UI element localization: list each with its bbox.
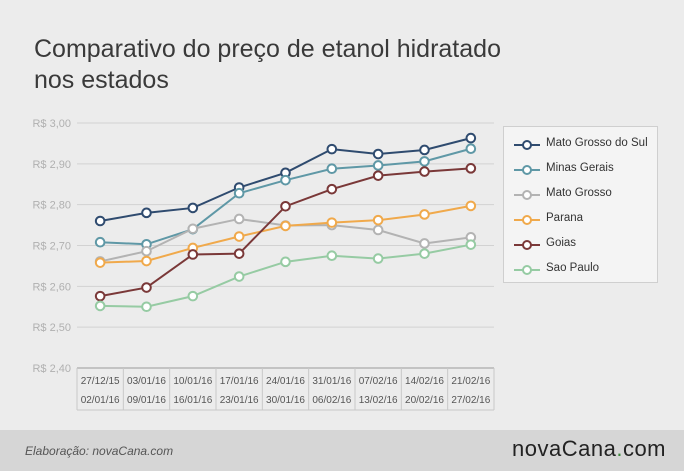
data-point	[280, 256, 291, 268]
legend-marker-icon	[514, 190, 540, 200]
data-point	[326, 250, 338, 262]
legend: Mato Grosso do Sul Minas Gerais Mato Gross…	[503, 126, 658, 283]
x-tick-label-start: 31/01/16	[312, 376, 351, 387]
footer-bar	[0, 430, 684, 471]
data-point	[419, 144, 430, 156]
data-point	[419, 156, 430, 167]
y-tick-label: R$ 2,70	[32, 241, 71, 253]
data-point	[465, 239, 477, 250]
y-tick-label: R$ 3,00	[32, 118, 71, 130]
y-tick-label: R$ 2,60	[32, 281, 71, 293]
data-point	[94, 300, 106, 312]
data-point	[326, 183, 338, 195]
legend-marker-icon	[514, 140, 540, 150]
legend-label: Minas Gerais	[546, 162, 614, 174]
data-point	[372, 253, 384, 264]
data-point	[94, 215, 106, 227]
legend-marker-icon	[514, 215, 540, 225]
data-point	[233, 187, 245, 199]
x-tick-label-end: 09/01/16	[127, 395, 166, 406]
y-tick-label: R$ 2,90	[32, 159, 71, 171]
data-point	[233, 248, 245, 259]
y-tick-label: R$ 2,80	[32, 200, 71, 212]
x-tick-label-end: 27/02/16	[451, 395, 490, 406]
data-point	[372, 160, 384, 171]
data-point	[141, 255, 152, 267]
credit-text: Elaboração: novaCana.com	[25, 444, 174, 458]
data-point	[326, 217, 338, 228]
x-tick-label-end: 02/01/16	[81, 395, 120, 406]
data-point	[141, 282, 152, 293]
data-point	[280, 174, 291, 186]
legend-marker-icon	[514, 165, 540, 175]
y-tick-label: R$ 2,40	[32, 363, 71, 375]
brand-dot: .	[616, 436, 623, 461]
chart-area: R$ 2,40 R$ 2,50 R$ 2,60 R$ 2,70 R$ 2,80 R$ 2,…	[32, 118, 495, 411]
brand-logo: novaCana.com	[512, 436, 666, 462]
data-point	[326, 143, 338, 155]
legend-label: Goias	[546, 237, 577, 249]
x-tick-label-start: 24/01/16	[266, 376, 305, 387]
data-point	[465, 132, 477, 144]
data-point	[326, 163, 338, 175]
data-point	[187, 249, 199, 260]
data-point	[141, 245, 152, 257]
legend-label: Mato Grosso	[546, 187, 612, 199]
data-point	[419, 166, 430, 177]
x-tick-label-end: 16/01/16	[173, 395, 212, 406]
data-point	[419, 238, 430, 249]
brand-tld: com	[622, 436, 666, 461]
legend-label: Parana	[546, 212, 584, 224]
y-tick-label: R$ 2,50	[32, 322, 71, 334]
data-point	[280, 201, 291, 212]
brand-name: novaCana	[512, 436, 617, 461]
x-tick-label-start: 21/02/16	[451, 376, 490, 387]
data-point	[187, 202, 199, 214]
x-tick-label-start: 27/12/15	[81, 376, 120, 387]
legend-marker-icon	[514, 265, 540, 275]
data-point	[187, 223, 199, 235]
x-tick-label-start: 17/01/16	[220, 376, 259, 387]
x-tick-label-end: 30/01/16	[266, 395, 305, 406]
data-point	[141, 301, 152, 313]
data-point	[465, 163, 477, 174]
data-point	[372, 224, 384, 236]
x-tick-label-start: 14/02/16	[405, 376, 444, 387]
data-point	[419, 209, 430, 220]
data-point	[187, 290, 199, 302]
title-line-2: nos estados	[34, 66, 169, 94]
x-tick-label-start: 10/01/16	[173, 376, 212, 387]
title-line-1: Comparativo do preço de etanol hidratado	[34, 35, 501, 63]
data-point	[94, 257, 106, 268]
x-tick-label-end: 23/01/16	[220, 395, 259, 406]
data-point	[419, 248, 430, 259]
data-point	[465, 143, 477, 155]
data-point	[233, 213, 245, 225]
legend-label: Sao Paulo	[546, 262, 600, 274]
data-point	[372, 214, 384, 226]
data-point	[94, 236, 106, 248]
data-point	[372, 170, 384, 181]
data-point	[141, 207, 152, 219]
chart-title: Comparativo do preço de etanol hidratado…	[34, 34, 634, 96]
x-tick-label-start: 03/01/16	[127, 376, 166, 387]
data-point	[94, 290, 106, 302]
data-point	[372, 148, 384, 160]
data-point	[233, 231, 245, 242]
x-tick-label-end: 06/02/16	[312, 395, 351, 406]
data-point	[280, 220, 291, 232]
x-tick-label-end: 20/02/16	[405, 395, 444, 406]
data-point	[233, 271, 245, 282]
x-tick-label-end: 13/02/16	[359, 395, 398, 406]
legend-label: Mato Grosso do Sul	[546, 137, 648, 149]
legend-marker-icon	[514, 240, 540, 250]
data-point	[465, 200, 477, 212]
x-tick-label-start: 07/02/16	[359, 376, 398, 387]
